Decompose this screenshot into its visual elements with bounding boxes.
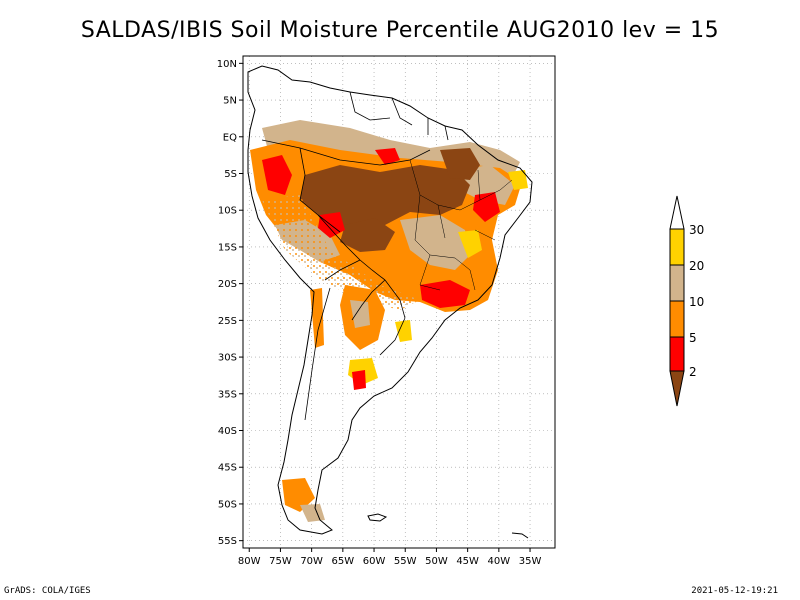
footer-timestamp: 2021-05-12-19:21 bbox=[691, 586, 778, 596]
longitude-label: 45W bbox=[456, 556, 479, 567]
longitude-label: 55W bbox=[394, 556, 417, 567]
moisture-region-brown-northeast bbox=[440, 148, 480, 180]
moisture-region-red-southeast bbox=[420, 280, 470, 308]
legend-cap-top bbox=[669, 195, 685, 230]
latitude-label: EQ bbox=[223, 132, 237, 143]
longitude-label: 80W bbox=[238, 556, 261, 567]
longitude-axis: 80W 75W 70W 65W 60W 55W 50W 45W 40W 35W bbox=[238, 548, 542, 567]
falkland-islands bbox=[367, 513, 388, 522]
map-frame bbox=[242, 55, 556, 549]
latitude-label: 40S bbox=[218, 426, 237, 437]
moisture-region-tan-east bbox=[400, 215, 470, 270]
longitude-label: 60W bbox=[363, 556, 386, 567]
longitude-label: 35W bbox=[519, 556, 542, 567]
legend-label-10: 10 bbox=[689, 295, 704, 309]
moisture-region-red-north bbox=[375, 148, 400, 165]
map-title: SALDAS/IBIS Soil Moisture Percentile AUG… bbox=[80, 18, 720, 43]
moisture-region-brown-core bbox=[300, 165, 470, 235]
moisture-region-speckle bbox=[262, 195, 420, 310]
legend-cap-bottom bbox=[669, 370, 685, 407]
footer-credit: GrADS: COLA/IGES bbox=[4, 586, 91, 596]
latitude-label: 5S bbox=[224, 169, 237, 180]
moisture-region-yellow-southeast bbox=[395, 320, 412, 342]
moisture-region-paraguay-tan bbox=[350, 300, 370, 328]
moisture-region-pampas-red bbox=[352, 370, 366, 390]
soil-moisture-field bbox=[250, 120, 528, 522]
legend-label-2: 2 bbox=[689, 365, 697, 379]
legend-swatch-red bbox=[669, 336, 685, 372]
latitude-label: 10N bbox=[217, 59, 237, 70]
latitude-label: 5N bbox=[223, 96, 237, 107]
longitude-label: 70W bbox=[300, 556, 323, 567]
legend-swatch-tan bbox=[669, 264, 685, 302]
longitude-label: 40W bbox=[488, 556, 511, 567]
legend-swatch-orange bbox=[669, 300, 685, 338]
latitude-label: 15S bbox=[218, 242, 237, 253]
latitude-label: 10S bbox=[218, 206, 237, 217]
moisture-region-patagonia-south bbox=[300, 504, 325, 522]
moisture-region-red-west bbox=[262, 155, 292, 195]
moisture-region-yellow-east bbox=[458, 230, 482, 258]
latitude-label: 30S bbox=[218, 353, 237, 364]
moisture-region-brown-southwest bbox=[340, 218, 395, 252]
latitude-label: 20S bbox=[218, 279, 237, 290]
color-bar-legend: 30 20 10 5 2 bbox=[669, 195, 704, 407]
south-georgia bbox=[511, 532, 529, 539]
legend-swatch-yellow bbox=[669, 228, 685, 266]
state-borders bbox=[409, 159, 513, 291]
longitude-label: 75W bbox=[269, 556, 292, 567]
longitude-label: 50W bbox=[425, 556, 448, 567]
latitude-label: 25S bbox=[218, 316, 237, 327]
longitude-label: 65W bbox=[332, 556, 355, 567]
latitude-label: 35S bbox=[218, 389, 237, 400]
moisture-region-patagonia bbox=[282, 478, 315, 512]
latitude-axis: 10N 5N EQ 5S 10S 15S 20S 25S 30S 35S 40S 45S 50S 55S bbox=[217, 59, 243, 547]
legend-label-30: 30 bbox=[689, 223, 704, 237]
moisture-region-yellow-northeast-coast bbox=[508, 170, 528, 190]
legend-label-20: 20 bbox=[689, 259, 704, 273]
latitude-label: 50S bbox=[218, 499, 237, 510]
latitude-label: 45S bbox=[218, 463, 237, 474]
legend-label-5: 5 bbox=[689, 331, 697, 345]
country-borders bbox=[261, 91, 449, 421]
latitude-label: 55S bbox=[218, 536, 237, 547]
continent-outline bbox=[247, 65, 533, 535]
